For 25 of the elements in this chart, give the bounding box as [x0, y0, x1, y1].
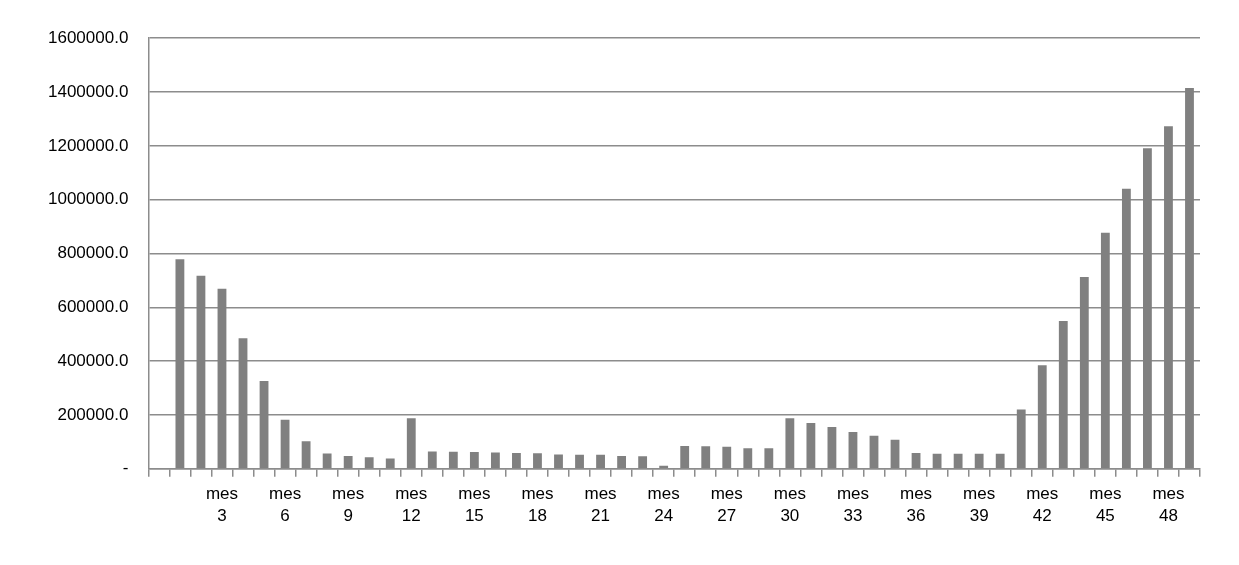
- x-tick-label: mes 6: [269, 483, 302, 525]
- x-tick-label: mes 36: [899, 483, 933, 525]
- x-tick-label: mes 27: [710, 483, 743, 525]
- x-tick-label: mes 12: [395, 483, 428, 525]
- x-tick-label: mes 30: [773, 483, 806, 525]
- y-tick-label: 1200000.0: [47, 135, 129, 155]
- y-tick-label: 800000.0: [57, 243, 129, 263]
- x-tick-label: mes 42: [1026, 483, 1059, 525]
- y-tick-label: 600000.0: [57, 297, 129, 317]
- x-tick-label: mes 9: [332, 483, 365, 525]
- x-tick-label: mes 24: [647, 483, 680, 525]
- x-tick-label: mes 45: [1089, 483, 1122, 525]
- y-tick-label: 1400000.0: [47, 81, 129, 101]
- y-tick-label: -: [122, 458, 129, 478]
- y-tick-label: 400000.0: [57, 350, 129, 370]
- x-tick-label: mes 3: [205, 483, 239, 525]
- y-tick-label: 1000000.0: [47, 189, 129, 209]
- y-tick-label: 200000.0: [57, 404, 129, 424]
- x-tick-label: mes 48: [1152, 483, 1185, 525]
- x-tick-label: mes 18: [521, 483, 554, 525]
- x-tick-label: mes 33: [836, 483, 870, 525]
- x-tick-label: mes 21: [584, 483, 617, 525]
- x-tick-label: mes 39: [963, 483, 996, 525]
- y-tick-label: 1600000.0: [47, 27, 129, 47]
- x-tick-label: mes 15: [458, 483, 491, 525]
